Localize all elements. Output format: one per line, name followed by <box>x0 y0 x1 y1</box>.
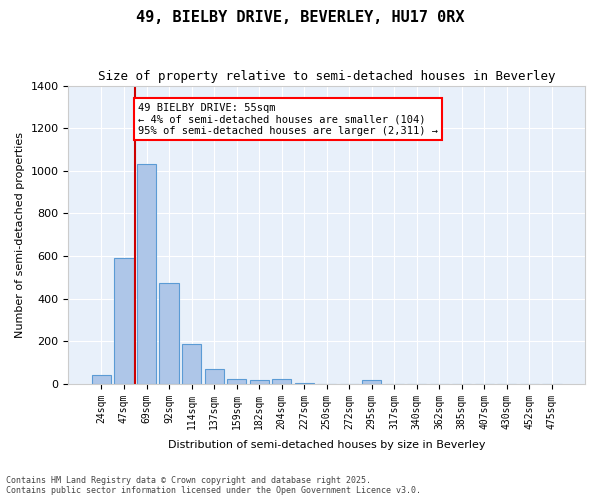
Bar <box>295 383 314 384</box>
Text: 49 BIELBY DRIVE: 55sqm
← 4% of semi-detached houses are smaller (104)
95% of sem: 49 BIELBY DRIVE: 55sqm ← 4% of semi-deta… <box>138 102 438 136</box>
Bar <box>362 380 382 384</box>
Bar <box>92 376 111 384</box>
Bar <box>137 164 156 384</box>
Bar <box>250 380 269 384</box>
Text: Contains HM Land Registry data © Crown copyright and database right 2025.
Contai: Contains HM Land Registry data © Crown c… <box>6 476 421 495</box>
X-axis label: Distribution of semi-detached houses by size in Beverley: Distribution of semi-detached houses by … <box>168 440 485 450</box>
Y-axis label: Number of semi-detached properties: Number of semi-detached properties <box>15 132 25 338</box>
Bar <box>160 282 179 384</box>
Bar <box>115 258 134 384</box>
Bar <box>182 344 201 384</box>
Bar <box>227 378 246 384</box>
Title: Size of property relative to semi-detached houses in Beverley: Size of property relative to semi-detach… <box>98 70 556 83</box>
Text: 49, BIELBY DRIVE, BEVERLEY, HU17 0RX: 49, BIELBY DRIVE, BEVERLEY, HU17 0RX <box>136 10 464 25</box>
Bar <box>272 378 291 384</box>
Bar <box>205 369 224 384</box>
